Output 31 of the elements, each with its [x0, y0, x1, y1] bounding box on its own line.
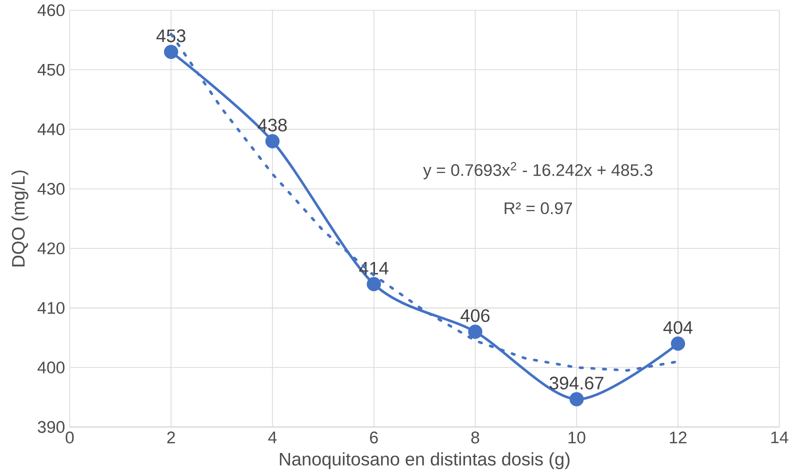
x-tick-label: 14	[771, 431, 788, 443]
point	[670, 336, 686, 351]
x-tick-label: 0	[66, 431, 74, 444]
annotation: R² = 0.97	[504, 202, 572, 214]
x-tick-label: 8	[471, 431, 480, 444]
data-label: 394.67	[550, 376, 604, 390]
point	[164, 44, 178, 59]
point	[468, 324, 482, 339]
x-tick-label: 12	[670, 431, 686, 444]
y-tick-label: 460	[38, 4, 64, 16]
annotation: y = 0.7693x$^{2}$ - 16.242x + 485.3	[423, 162, 652, 180]
y-tick-label: 410	[38, 302, 64, 314]
x-tick-label: 10	[568, 431, 586, 444]
y-axis-title: DQO (mg/L)	[11, 170, 28, 266]
y-tick-label: 430	[38, 182, 64, 195]
y-tick-label: 390	[38, 420, 64, 433]
x-axis-title: Nanoquitosano en distintas dosis (g)	[280, 452, 570, 469]
data-label: 404	[663, 320, 693, 334]
y-tick-label: 400	[38, 361, 64, 374]
x-tick-label: 4	[268, 431, 277, 443]
data-label: 438	[258, 118, 287, 132]
data-label: 406	[460, 309, 490, 322]
y-tick-label: 440	[38, 123, 64, 136]
y-tick-label: 420	[38, 242, 64, 254]
point	[265, 134, 280, 148]
x-tick-label: 6	[370, 431, 378, 444]
data-label: 453	[156, 29, 186, 42]
point	[570, 392, 584, 406]
point	[366, 276, 381, 291]
x-tick-label: 2	[167, 431, 175, 444]
y-tick-label: 450	[38, 64, 64, 76]
